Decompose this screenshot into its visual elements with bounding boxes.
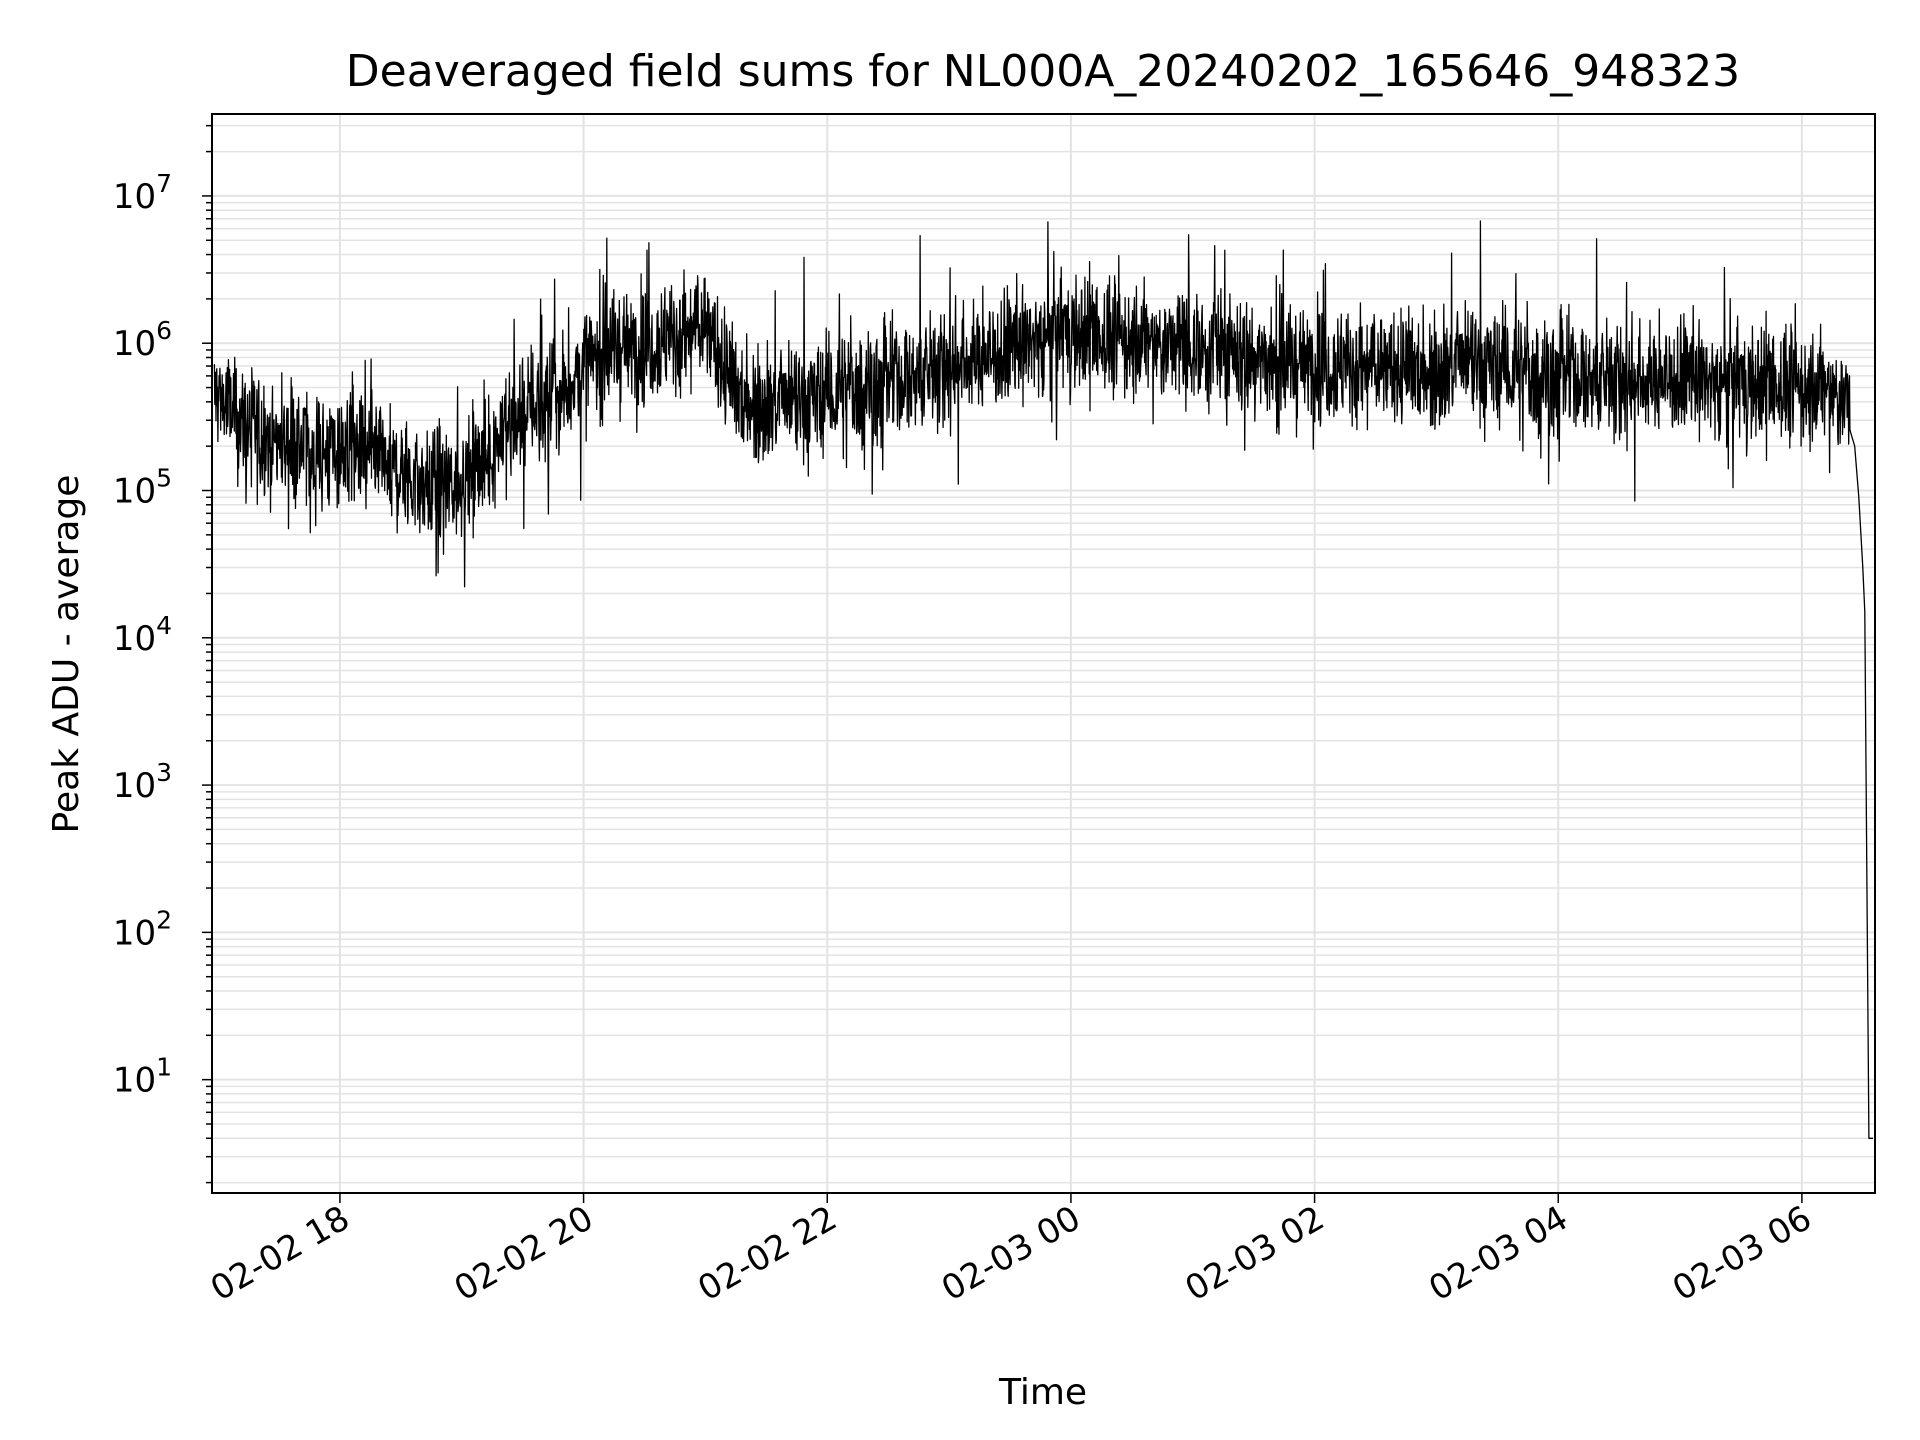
x-axis-label: Time: [998, 1372, 1087, 1413]
series-line: [213, 220, 1873, 1139]
grid: [212, 114, 1875, 1193]
plot-frame: [211, 113, 1876, 1194]
x-tick-label: 02-03 02: [1179, 1198, 1331, 1309]
y-tick-label: 101: [113, 1053, 172, 1101]
y-axis-label: Peak ADU - average: [46, 475, 87, 834]
chart-title: Deaveraged field sums for NL000A_2024020…: [346, 46, 1740, 97]
y-tick-label: 103: [113, 758, 172, 806]
x-tick-label: 02-02 22: [691, 1198, 843, 1309]
y-tick-label: 106: [113, 316, 172, 364]
y-axis: 101 102 103 104 105 106 107: [113, 124, 212, 1184]
x-tick-label: 02-02 18: [204, 1198, 356, 1309]
x-tick-label: 02-03 00: [935, 1198, 1087, 1309]
y-tick-label: 107: [113, 169, 172, 217]
y-tick-label: 105: [113, 464, 172, 512]
x-axis: 02-02 18 02-02 20 02-02 22 02-03 00 02-03 02…: [204, 1193, 1818, 1309]
x-tick-label: 02-02 20: [448, 1198, 600, 1309]
x-tick-label: 02-03 04: [1422, 1198, 1574, 1309]
y-tick-label: 104: [113, 611, 172, 659]
x-tick-label: 02-03 06: [1666, 1198, 1818, 1309]
y-tick-label: 102: [113, 905, 172, 953]
